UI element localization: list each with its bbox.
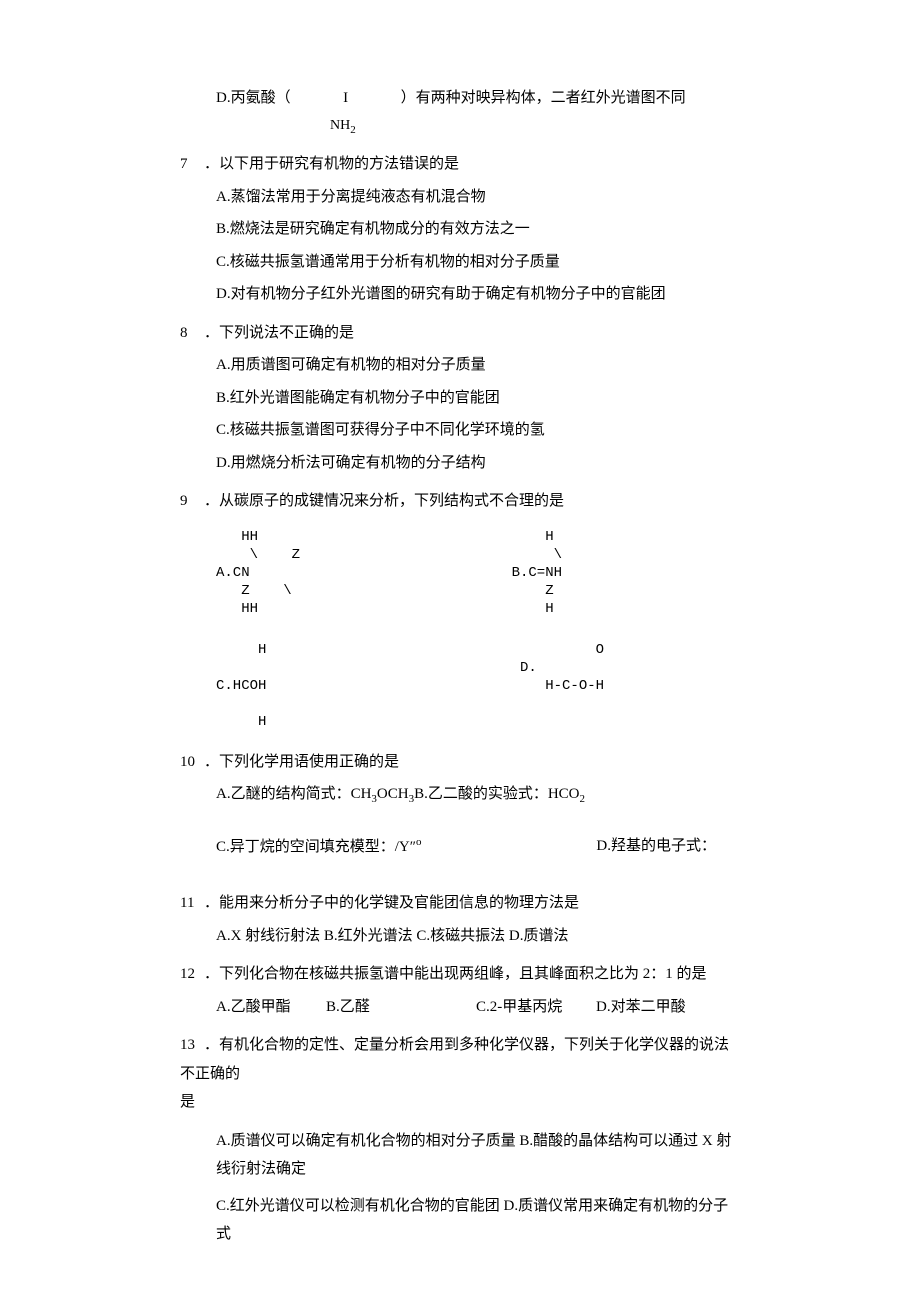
q8-option-b: B.红外光谱图能确定有机物分子中的官能团 xyxy=(216,384,740,413)
q6-d-sub: NH2 xyxy=(330,113,740,141)
question-11: 11．能用来分析分子中的化学键及官能团信息的物理方法是 A.X 射线衍射法 B.… xyxy=(180,889,740,950)
question-9: 9．从碳原子的成键情况来分析，下列结构式不合理的是 HH \ Z A.CN Z … xyxy=(180,487,740,737)
q9-number: 9 xyxy=(180,487,204,516)
question-7: 7．以下用于研究有机物的方法错误的是 A.蒸馏法常用于分离提纯液态有机混合物 B… xyxy=(180,150,740,309)
q8-option-c: C.核磁共振氢谱图可获得分子中不同化学环境的氢 xyxy=(216,416,740,445)
q13-option-cd: C.红外光谱仪可以检测有机化合物的官能团 D.质谱仪常用来确定有机物的分子式 xyxy=(216,1192,740,1249)
q12-option-c: C.2-甲基丙烷 xyxy=(476,993,596,1022)
q6-d-prefix: D.丙氨酸（ xyxy=(216,84,291,113)
q6-d-mid: I xyxy=(291,84,401,113)
q13-option-ab: A.质谱仪可以确定有机化合物的相对分子质量 B.醋酸的晶体结构可以通过 X 射线… xyxy=(216,1127,740,1184)
q8-option-d: D.用燃烧分析法可确定有机物的分子结构 xyxy=(216,449,740,478)
q9-stem: ．从碳原子的成键情况来分析，下列结构式不合理的是 xyxy=(204,493,564,509)
q9-option-c: H C.HCOH H xyxy=(216,641,478,732)
q8-option-a: A.用质谱图可确定有机物的相对分子质量 xyxy=(216,351,740,380)
question-12: 12．下列化合物在核磁共振氢谱中能出现两组峰，且其峰面积之比为 2：1 的是 A… xyxy=(180,960,740,1021)
q6-option-d: D.丙氨酸（ I ）有两种对映异构体，二者红外光谱图不同 xyxy=(216,84,740,113)
q8-number: 8 xyxy=(180,319,204,348)
q7-stem: ．以下用于研究有机物的方法错误的是 xyxy=(204,156,459,172)
q11-stem: ．能用来分析分子中的化学键及官能团信息的物理方法是 xyxy=(204,895,579,911)
q12-stem: ．下列化合物在核磁共振氢谱中能出现两组峰，且其峰面积之比为 2：1 的是 xyxy=(204,966,707,982)
question-8: 8．下列说法不正确的是 A.用质谱图可确定有机物的相对分子质量 B.红外光谱图能… xyxy=(180,319,740,478)
q10-number: 10 xyxy=(180,748,204,777)
q10-stem: ．下列化学用语使用正确的是 xyxy=(204,754,399,770)
q7-number: 7 xyxy=(180,150,204,179)
q10-option-ab: A.乙醚的结构简式：CH3OCH3B.乙二酸的实验式：HCO2 xyxy=(216,780,740,810)
q12-option-a: A.乙酸甲酯 xyxy=(216,993,326,1022)
q12-number: 12 xyxy=(180,960,204,989)
q6-d-suffix: ）有两种对映异构体，二者红外光谱图不同 xyxy=(401,84,686,113)
q7-option-d: D.对有机物分子红外光谱图的研究有助于确定有机物分子中的官能团 xyxy=(216,280,740,309)
q12-options: A.乙酸甲酯 B.乙醛 C.2-甲基丙烷 D.对苯二甲酸 xyxy=(216,993,740,1022)
q9-option-b: H \ B.C=NH Z H xyxy=(478,528,740,619)
q13-number: 13 xyxy=(180,1031,204,1060)
q9-option-d: O D. H-C-O-H xyxy=(478,641,740,732)
q7-option-c: C.核磁共振氢谱通常用于分析有机物的相对分子质量 xyxy=(216,248,740,277)
q10-option-cd: C.异丁烷的空间填充模型：/Y″o D.羟基的电子式： xyxy=(216,832,776,862)
question-13: 13．有机化合物的定性、定量分析会用到多种化学仪器，下列关于化学仪器的说法不正确… xyxy=(180,1031,740,1249)
q12-option-b: B.乙醛 xyxy=(326,993,476,1022)
q7-option-b: B.燃烧法是研究确定有机物成分的有效方法之一 xyxy=(216,215,740,244)
q8-stem: ．下列说法不正确的是 xyxy=(204,325,354,341)
question-10: 10．下列化学用语使用正确的是 A.乙醚的结构简式：CH3OCH3B.乙二酸的实… xyxy=(180,748,740,862)
q11-number: 11 xyxy=(180,889,204,918)
q12-option-d: D.对苯二甲酸 xyxy=(596,993,686,1022)
q13-stem1: ．有机化合物的定性、定量分析会用到多种化学仪器，下列关于化学仪器的说法不正确的 xyxy=(180,1037,729,1082)
q11-options: A.X 射线衍射法 B.红外光谱法 C.核磁共振法 D.质谱法 xyxy=(216,922,740,951)
q13-stem2: 是 xyxy=(180,1088,740,1117)
q7-option-a: A.蒸馏法常用于分离提纯液态有机混合物 xyxy=(216,183,740,212)
q9-option-a: HH \ Z A.CN Z \ HH xyxy=(216,528,478,619)
